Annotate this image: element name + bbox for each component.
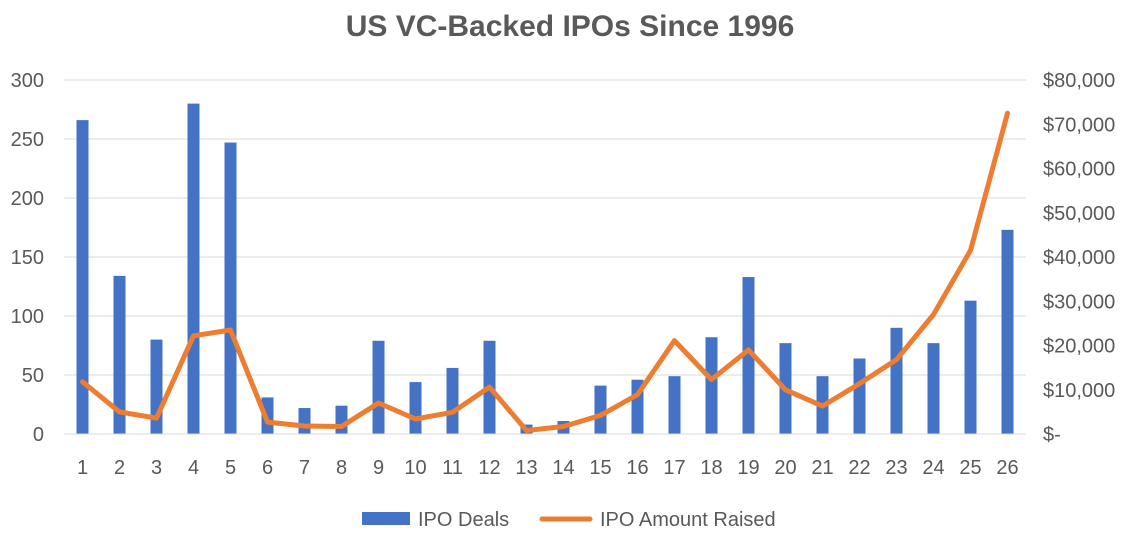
bar xyxy=(706,337,718,434)
x-tick-label: 21 xyxy=(811,457,833,479)
x-tick-label: 12 xyxy=(478,457,500,479)
y-left-tick-label: 0 xyxy=(33,424,44,446)
y-axis-left: 0 50 100 150 200 250 300 xyxy=(11,70,44,446)
y-axis-right: $- $10,000 $20,000 $30,000 $40,000 $50,000 $60… xyxy=(1043,70,1115,446)
x-tick-label: 6 xyxy=(262,457,273,479)
x-tick-label: 5 xyxy=(225,457,236,479)
bar xyxy=(928,343,940,434)
x-tick-label: 2 xyxy=(114,457,125,479)
bar xyxy=(595,386,607,434)
bar xyxy=(447,368,459,434)
y-right-tick-label: $80,000 xyxy=(1043,70,1115,92)
legend: IPO Deals IPO Amount Raised xyxy=(362,509,776,531)
x-tick-label: 24 xyxy=(922,457,944,479)
x-tick-label: 14 xyxy=(552,457,574,479)
bar xyxy=(225,143,237,434)
y-right-tick-label: $10,000 xyxy=(1043,380,1115,402)
y-left-tick-label: 200 xyxy=(11,188,44,210)
x-tick-label: 20 xyxy=(774,457,796,479)
bar xyxy=(965,301,977,434)
chart-title: US VC-Backed IPOs Since 1996 xyxy=(346,10,795,43)
x-tick-label: 4 xyxy=(188,457,199,479)
x-tick-label: 19 xyxy=(737,457,759,479)
y-right-tick-label: $70,000 xyxy=(1043,114,1115,136)
y-left-tick-label: 150 xyxy=(11,247,44,269)
bar xyxy=(373,341,385,434)
x-tick-label: 7 xyxy=(299,457,310,479)
x-tick-label: 13 xyxy=(515,457,537,479)
x-tick-label: 16 xyxy=(626,457,648,479)
y-right-tick-label: $50,000 xyxy=(1043,203,1115,225)
x-tick-label: 3 xyxy=(151,457,162,479)
bar xyxy=(188,104,200,434)
y-left-tick-label: 100 xyxy=(11,306,44,328)
x-tick-label: 1 xyxy=(77,457,88,479)
x-tick-label: 10 xyxy=(404,457,426,479)
bar-series-ipo-deals xyxy=(77,104,1014,434)
x-tick-label: 15 xyxy=(589,457,611,479)
x-tick-label: 22 xyxy=(848,457,870,479)
y-right-tick-label: $30,000 xyxy=(1043,291,1115,313)
y-right-tick-label: $- xyxy=(1043,424,1061,446)
line-series-ipo-amount-raised xyxy=(82,113,1007,430)
x-tick-label: 17 xyxy=(663,457,685,479)
x-tick-label: 18 xyxy=(700,457,722,479)
series-line xyxy=(83,113,1008,430)
bar xyxy=(299,408,311,434)
gridlines xyxy=(64,80,1026,375)
bar xyxy=(1002,230,1014,434)
legend-label-ipo-amount-raised: IPO Amount Raised xyxy=(600,509,776,531)
y-right-tick-label: $20,000 xyxy=(1043,336,1115,358)
bar xyxy=(336,406,348,434)
bar xyxy=(891,328,903,434)
y-right-tick-label: $60,000 xyxy=(1043,159,1115,181)
legend-swatch-ipo-deals xyxy=(362,512,410,525)
y-right-tick-label: $40,000 xyxy=(1043,247,1115,269)
x-tick-label: 8 xyxy=(336,457,347,479)
y-left-tick-label: 50 xyxy=(22,365,44,387)
x-tick-label: 11 xyxy=(442,457,463,479)
legend-label-ipo-deals: IPO Deals xyxy=(418,509,509,531)
bar xyxy=(669,376,681,434)
x-tick-label: 9 xyxy=(373,457,384,479)
x-tick-label: 23 xyxy=(885,457,907,479)
x-tick-label: 26 xyxy=(996,457,1018,479)
y-left-tick-label: 250 xyxy=(11,129,44,151)
x-tick-label: 25 xyxy=(959,457,981,479)
bar xyxy=(854,358,866,434)
y-left-tick-label: 300 xyxy=(11,70,44,92)
bar xyxy=(410,382,422,434)
